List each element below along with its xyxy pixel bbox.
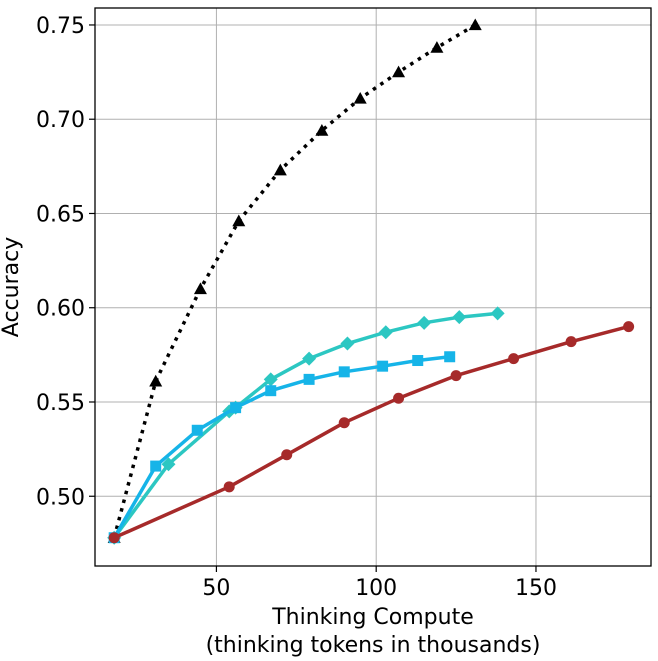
series-point <box>338 417 350 429</box>
series-1 <box>107 306 505 545</box>
series-2 <box>108 351 456 544</box>
series-point <box>303 373 315 385</box>
series-point <box>232 214 246 227</box>
series-point <box>468 18 482 31</box>
series-point <box>452 310 467 325</box>
series-point <box>315 124 329 136</box>
series-0 <box>107 18 482 543</box>
series-point <box>450 370 462 382</box>
series-point <box>191 424 203 436</box>
x-tick-label: 50 <box>202 576 230 601</box>
grid <box>95 8 651 566</box>
series-point <box>340 336 355 351</box>
y-tick-label: 0.50 <box>36 485 85 510</box>
series-point <box>273 163 287 176</box>
series-point <box>149 374 163 387</box>
y-tick-label: 0.60 <box>36 297 85 322</box>
series-point <box>393 392 405 404</box>
series-point <box>508 353 520 365</box>
plot-frame <box>94 7 652 567</box>
x-axis-label-line1: Thinking Compute <box>271 605 474 630</box>
series-point <box>338 366 350 378</box>
y-tick-label: 0.55 <box>36 391 85 416</box>
series-point <box>265 385 277 397</box>
series-point <box>623 321 635 333</box>
series-point <box>281 449 293 461</box>
series-point <box>161 457 176 472</box>
x-tick-label: 100 <box>355 576 397 601</box>
series-point <box>444 351 456 363</box>
y-axis-label: Accuracy <box>0 237 24 337</box>
series-point <box>223 481 235 493</box>
series-point <box>377 360 389 372</box>
x-axis-label-line2: (thinking tokens in thousands) <box>206 633 541 658</box>
series-point <box>490 306 505 321</box>
series-3 <box>108 321 635 544</box>
series-layer <box>107 18 635 545</box>
y-tick-label: 0.75 <box>36 14 85 39</box>
series-point <box>302 351 317 366</box>
y-tick-label: 0.65 <box>36 202 85 227</box>
series-point <box>412 355 424 367</box>
series-point <box>150 460 162 472</box>
series-line <box>112 355 450 539</box>
series-point <box>353 91 367 104</box>
ticks: 50 100 150 0.50 0.55 0.60 0.65 0.70 0.75 <box>36 14 557 601</box>
series-point <box>378 325 393 340</box>
series-point <box>230 402 242 414</box>
series-point <box>108 532 120 544</box>
series-point <box>417 315 432 330</box>
series-point <box>193 282 207 295</box>
series-point <box>392 65 406 78</box>
series-line <box>113 324 630 540</box>
x-tick-label: 150 <box>515 576 557 601</box>
series-point <box>263 372 278 387</box>
y-tick-label: 0.70 <box>36 108 85 133</box>
series-point <box>430 41 444 53</box>
series-point <box>565 336 577 348</box>
